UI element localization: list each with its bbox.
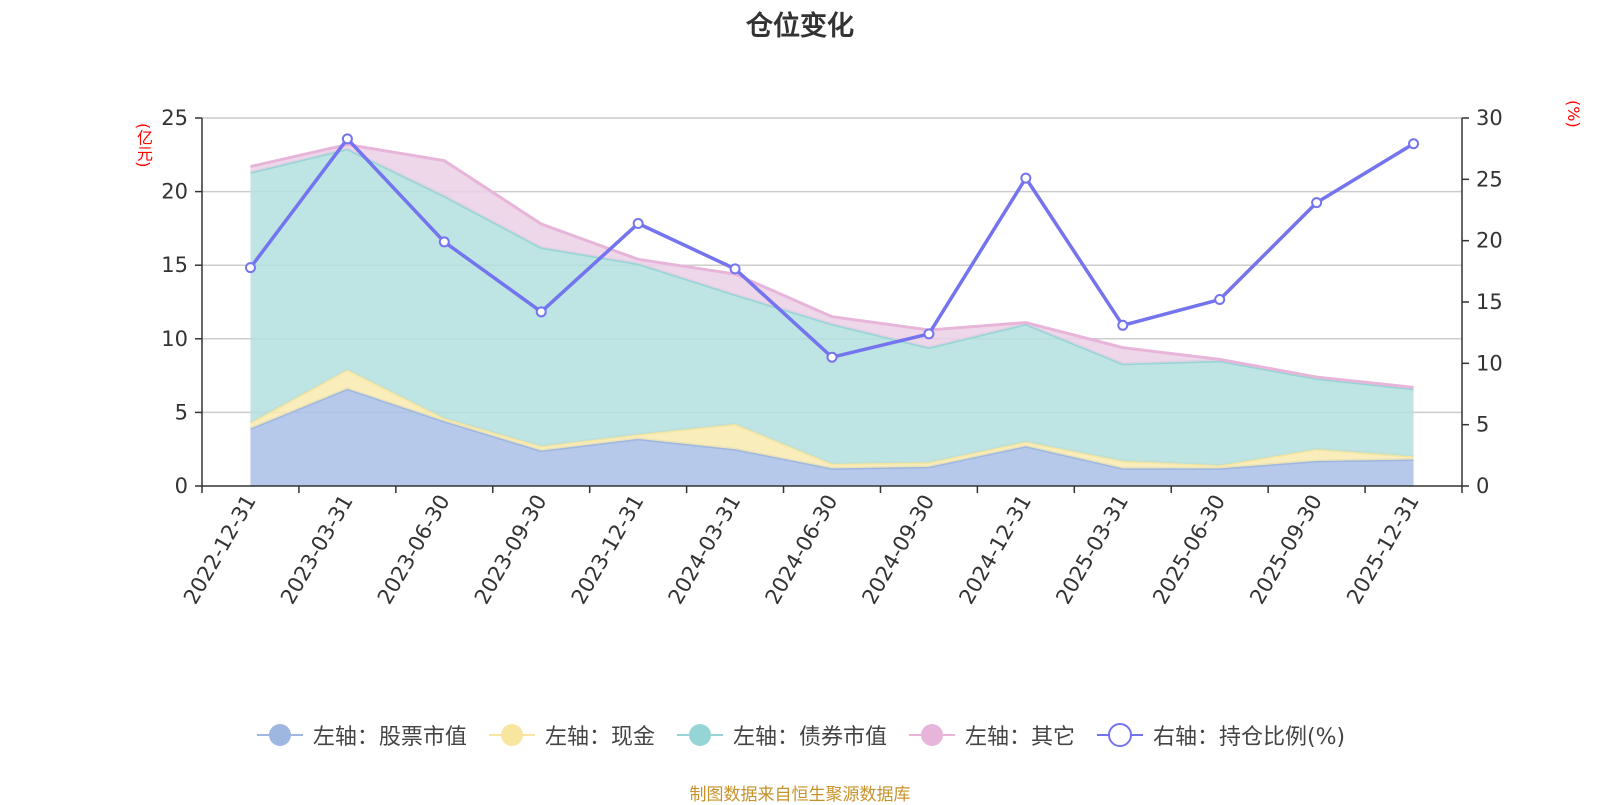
data-source-note: 制图数据来自恒生聚源数据库: [689, 785, 911, 805]
right-axis-unit: (%): [1564, 100, 1583, 128]
ratio-point: [923, 328, 935, 340]
x-axis-tick-label: 2024-06-30: [761, 491, 843, 609]
ratio-point: [535, 306, 547, 318]
right-axis-tick-label: 5: [1476, 413, 1489, 437]
x-axis-tick-label: 2023-12-31: [567, 491, 649, 609]
chart-title: 仓位变化: [746, 11, 854, 42]
x-axis-tick-label: 2024-09-30: [857, 491, 939, 609]
legend-label-ratio: 右轴：持仓比例(%): [1152, 725, 1346, 750]
x-axis-tick-label: 2024-03-31: [664, 491, 746, 609]
area-左轴：股票市值: [250, 388, 1414, 486]
ratio-point: [1408, 138, 1420, 150]
right-axis-tick-label: 20: [1476, 229, 1503, 253]
ratio-point: [438, 236, 450, 248]
right-axis-tick-label: 15: [1476, 290, 1503, 314]
ratio-point: [826, 351, 838, 363]
legend-label-cash: 左轴：现金: [544, 725, 655, 750]
x-axis-tick-label: 2025-03-31: [1051, 491, 1133, 609]
legend-marker-other: [908, 724, 955, 746]
area-edge-左轴：其它: [250, 142, 1414, 389]
ratio-point: [1117, 319, 1129, 331]
x-axis-tick-label: 2023-06-30: [373, 491, 455, 609]
x-axis-tick-label: 2024-12-31: [954, 491, 1036, 609]
ratio-point: [341, 133, 353, 145]
x-axis-tick-label: 2025-06-30: [1148, 491, 1230, 609]
legend-item-other[interactable]: 左轴：其它: [907, 719, 1075, 751]
legend-item-bond[interactable]: 左轴：债券市值: [675, 719, 887, 751]
legend-item-stock[interactable]: 左轴：股票市值: [255, 719, 467, 751]
left-axis-tick-label: 15: [161, 253, 188, 277]
legend-marker-stock: [256, 724, 303, 746]
right-axis-tick-label: 0: [1476, 474, 1489, 498]
ratio-point: [1311, 197, 1323, 209]
ratio-point: [1214, 294, 1226, 306]
right-axis-tick-label: 30: [1476, 106, 1503, 130]
left-axis-tick-label: 25: [161, 106, 188, 130]
legend-item-cash[interactable]: 左轴：现金: [487, 719, 655, 751]
legend-label-other: 左轴：其它: [964, 725, 1075, 750]
legend: 左轴：股票市值 左轴：现金 左轴：债券市值 左轴：其它 右轴：持仓比例(%): [0, 718, 1600, 752]
legend-marker-bond: [676, 724, 723, 746]
ratio-point: [244, 262, 256, 274]
legend-marker-cash: [488, 724, 535, 746]
left-axis-tick-label: 0: [175, 474, 188, 498]
legend-label-stock: 左轴：股票市值: [312, 725, 467, 750]
ratio-point: [729, 263, 741, 275]
area-左轴：债券市值: [250, 148, 1414, 466]
left-axis-tick-label: 5: [175, 400, 188, 424]
x-axis-tick-label: 2023-09-30: [470, 491, 552, 609]
ratio-point: [1020, 172, 1032, 184]
x-axis-tick-label: 2025-12-31: [1342, 491, 1424, 609]
right-axis-tick-label: 10: [1476, 351, 1503, 375]
stacked-areas: [249, 142, 1414, 486]
legend-marker-ratio: [1096, 723, 1143, 747]
right-axis-tick-label: 25: [1476, 167, 1503, 191]
left-axis-tick-label: 10: [161, 327, 188, 351]
x-axis-tick-label: 2022-12-31: [179, 491, 261, 609]
left-axis-tick-label: 20: [161, 180, 188, 204]
legend-item-ratio[interactable]: 右轴：持仓比例(%): [1095, 719, 1345, 751]
left-axis-unit: (亿元): [134, 123, 153, 168]
x-axis-tick-label: 2025-09-30: [1245, 491, 1327, 609]
ratio-point: [632, 217, 644, 229]
x-axis-tick-label: 2023-03-31: [276, 491, 358, 609]
legend-label-bond: 左轴：债券市值: [732, 725, 887, 750]
